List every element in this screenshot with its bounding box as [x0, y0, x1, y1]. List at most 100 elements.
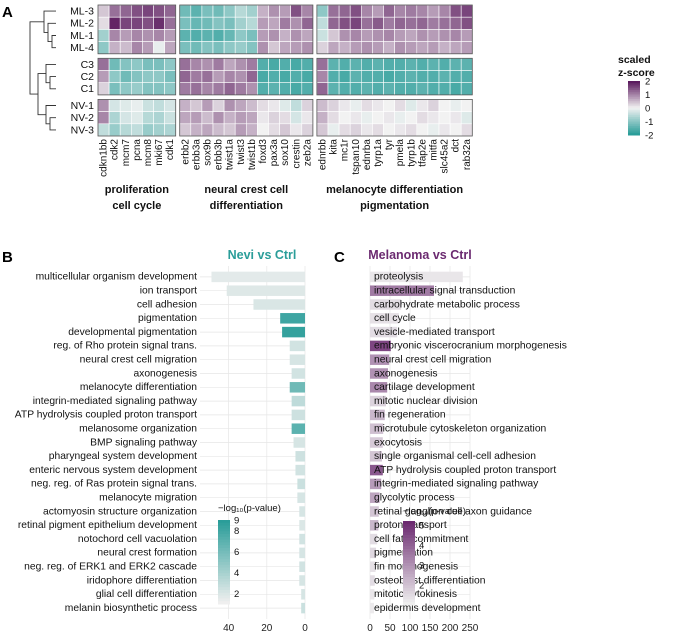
heatmap-cell	[142, 57, 154, 71]
heatmap-cell	[246, 4, 258, 18]
heatmap-cell	[438, 70, 451, 83]
category-label: multicellular organism development	[36, 272, 198, 283]
heatmap-cell	[301, 111, 314, 125]
legend-swatch	[628, 91, 640, 95]
heatmap-cell	[301, 82, 314, 96]
heatmap-cell	[268, 111, 280, 125]
legend-swatch	[218, 539, 230, 543]
heatmap-block-frame	[97, 4, 177, 55]
heatmap-cell	[108, 111, 121, 125]
bar	[370, 589, 375, 600]
heatmap-cell	[279, 99, 292, 112]
heatmap-cell	[131, 82, 143, 96]
heatmap-cell	[338, 70, 351, 83]
heatmap-cell	[416, 111, 429, 125]
heatmap-cell	[449, 57, 462, 71]
legend-swatch	[628, 95, 640, 98]
heatmap-cell	[338, 57, 351, 71]
heatmap-cell	[360, 41, 373, 55]
heatmap-cell	[279, 41, 292, 55]
heatmap-cell	[416, 4, 429, 18]
heatmap-cell	[190, 29, 203, 42]
heatmap-cell	[142, 99, 154, 112]
category-label: mitotic nuclear division	[374, 396, 478, 407]
category-label: osteoblast differentiation	[374, 575, 486, 586]
x-tick-label: 150	[422, 623, 439, 634]
heatmap-cell	[97, 41, 110, 55]
heatmap-cell	[360, 123, 373, 137]
category-label: ATP hydrolysis coupled proton transport	[15, 410, 197, 421]
heatmap-cell	[223, 4, 236, 18]
heatmap-cell	[246, 82, 258, 96]
heatmap-cell	[438, 82, 451, 96]
heatmap-cell	[360, 16, 373, 30]
heatmap-cell	[164, 4, 177, 18]
dendrogram-branch	[29, 21, 44, 95]
category-label: neural crest cell migration	[374, 354, 492, 365]
heatmap-cell	[438, 29, 451, 42]
heatmap-cell	[257, 29, 269, 42]
bar	[291, 395, 305, 407]
heatmap-cell	[234, 57, 247, 71]
heatmap-cell	[108, 57, 121, 71]
heatmap-column-label: tyrp1a	[373, 139, 384, 167]
heatmap-column-label: mitfa	[428, 139, 439, 161]
heatmap-cell	[449, 16, 462, 30]
heatmap-cell	[246, 123, 258, 137]
legend-swatch	[218, 536, 230, 541]
heatmap-cell	[257, 4, 269, 18]
legend-tick-label: 4	[234, 568, 239, 579]
heatmap-cell	[223, 111, 236, 125]
heatmap-cell	[131, 70, 143, 83]
heatmap-cell	[383, 57, 395, 71]
heatmap-cell	[338, 123, 351, 137]
legend-tick-label: 2	[645, 77, 650, 88]
legend-swatch	[628, 126, 640, 129]
bar	[370, 326, 398, 338]
heatmap-cell	[164, 82, 177, 96]
heatmap-cell	[416, 57, 429, 71]
heatmap-cell	[427, 57, 440, 71]
bar	[370, 313, 399, 324]
column-group-label: melanocyte differentiation	[326, 184, 463, 196]
bar	[293, 437, 305, 448]
dendrogram-branch	[37, 73, 46, 116]
category-label: pharyngeal system development	[49, 451, 197, 462]
legend-swatch	[628, 120, 640, 123]
legend-swatch	[218, 531, 230, 535]
heatmap-cell	[372, 123, 384, 137]
legend-swatch	[403, 591, 415, 595]
bar	[299, 533, 305, 545]
heatmap-cell	[449, 111, 462, 125]
heatmap-cell	[234, 99, 247, 112]
heatmap-column-label: ednrba	[362, 139, 373, 171]
legend-swatch	[218, 562, 230, 566]
legend-swatch	[403, 540, 415, 544]
heatmap-column-label: twist1a	[225, 139, 236, 171]
heatmap-cell	[223, 82, 236, 96]
legend-swatch	[218, 581, 230, 585]
heatmap-column-label: tyrp1b	[406, 139, 417, 167]
heatmap-cell	[246, 70, 258, 83]
heatmap-cell	[372, 41, 384, 55]
heatmap-cell	[246, 99, 258, 112]
heatmap-cell	[257, 16, 269, 30]
heatmap-column-label: tspan10	[351, 139, 362, 175]
heatmap-cell	[316, 41, 329, 55]
heatmap-column-label: pcna	[132, 139, 143, 161]
heatmap-cell	[394, 123, 407, 137]
heatmap-cell	[460, 70, 473, 83]
heatmap-cell	[290, 111, 303, 125]
heatmap-cell	[290, 70, 303, 83]
heatmap-cell	[460, 123, 473, 137]
heatmap-cell	[301, 29, 314, 42]
heatmap-cell	[383, 29, 395, 42]
legend-swatch	[628, 93, 640, 96]
heatmap-cell	[290, 57, 303, 71]
panel-letter-c: C	[334, 249, 345, 266]
heatmap-cell	[338, 82, 351, 96]
dendrogram-branch	[51, 35, 56, 49]
legend-swatch	[403, 523, 415, 528]
legend-tick-label: 0	[645, 104, 650, 115]
heatmap-cell	[234, 123, 247, 137]
